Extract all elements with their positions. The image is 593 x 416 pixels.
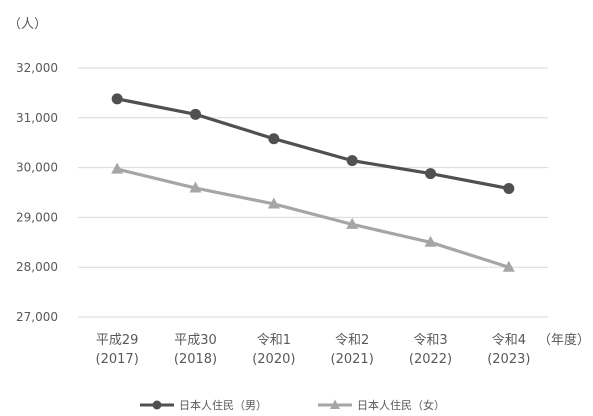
y-axis-tick-labels: 27,000 28,000 29,000 30,000 31,000 32,000 [16,61,58,324]
x-tick-label-year: (2022) [409,352,452,367]
y-tick-label: 27,000 [16,310,58,324]
x-tick-label-year: (2017) [96,352,139,367]
data-point [346,217,359,229]
y-tick-label: 31,000 [16,111,58,125]
data-point [189,181,202,193]
legend: 日本人住民（男） 日本人住民（女） [140,398,445,412]
y-axis-unit-label: （人） [8,17,47,32]
y-tick-label: 29,000 [16,210,58,224]
x-tick-label-era: 令和1 [257,333,291,348]
y-tick-label: 32,000 [16,61,58,75]
legend-label: 日本人住民（男） [179,398,267,412]
x-tick-label-era: 令和3 [413,333,447,348]
series-line-2 [116,167,510,269]
x-tick-label-year: (2020) [252,352,295,367]
data-point [111,162,124,174]
legend-label: 日本人住民（女） [357,398,445,412]
y-tick-label: 30,000 [16,161,58,175]
data-point [425,168,436,180]
data-point [503,183,515,195]
data-series [111,93,515,272]
y-tick-label: 28,000 [16,260,58,274]
series-line-1 [116,97,510,191]
legend-marker [330,399,340,409]
x-axis-unit-label: （年度） [538,332,590,348]
x-tick-label-era: 平成30 [174,333,217,348]
x-tick-label-year: (2018) [174,352,217,367]
x-tick-label-era: 令和2 [335,333,369,348]
x-tick-label-year: (2023) [487,352,530,367]
data-point [190,108,201,120]
data-point [346,155,358,167]
data-point [111,93,123,105]
data-point [502,260,515,272]
legend-marker [152,400,162,410]
x-tick-label-year: (2021) [331,352,374,367]
data-point [424,235,437,247]
gridlines [78,67,548,318]
data-point [267,197,280,209]
x-tick-label-era: 令和4 [492,333,526,348]
data-point [268,133,280,145]
x-axis-tick-labels: 平成29 (2017) 平成30 (2018) 令和1 (2020) 令和2 (2021) 令和… [96,333,531,367]
x-tick-label-era: 平成29 [96,333,139,348]
